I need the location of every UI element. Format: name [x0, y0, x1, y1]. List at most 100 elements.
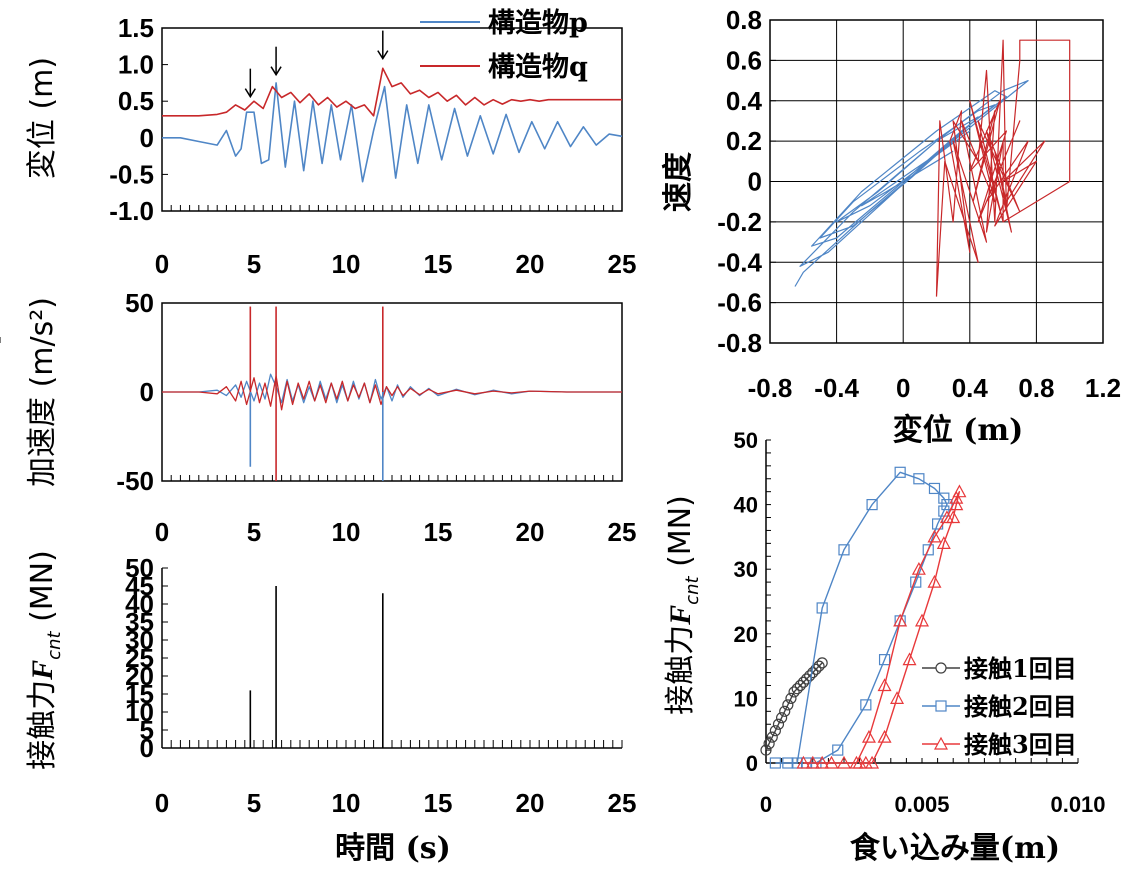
y-tick-label: -0.2 — [717, 207, 762, 237]
x-tick-label: 5 — [247, 788, 261, 818]
chart-force-penetration: 接触力Fcnt (MN) 0 0.005 0.010 50 40 30 20 10 0 接触1回… — [663, 428, 1106, 866]
x-tick-label: 0.8 — [1018, 373, 1054, 403]
marker-triangle — [946, 510, 961, 524]
marker-triangle — [893, 613, 908, 627]
marker-triangle — [836, 755, 852, 769]
marker-circle — [766, 731, 778, 743]
marker-triangle — [949, 497, 964, 511]
series-line-triangle — [803, 491, 961, 764]
marker-circle — [769, 725, 781, 737]
y-tick-label: 25 — [125, 643, 154, 673]
y-tick-label: 10 — [125, 697, 154, 727]
marker-square — [894, 466, 906, 478]
series-line-q — [162, 67, 622, 117]
y-tick-label: 0 — [140, 123, 154, 153]
y-tick-label: 1.0 — [118, 50, 154, 80]
marker-triangle — [796, 755, 811, 769]
y-tick-label: 20 — [125, 661, 154, 691]
arrow-head — [244, 88, 256, 99]
series-line-p — [162, 373, 622, 404]
y-tick-label: -0.6 — [717, 288, 762, 318]
marker-triangle — [949, 490, 964, 504]
legend-marker — [935, 662, 947, 674]
marker-square — [838, 544, 850, 556]
y-tick-label: 40 — [125, 589, 154, 619]
marker-square — [866, 499, 878, 511]
marker-triangle — [890, 691, 905, 704]
y-tick-label: 0 — [748, 167, 762, 197]
x-tick-label: 20 — [516, 517, 545, 547]
x-tick-label: 0 — [155, 517, 169, 547]
y-tick-label: 45 — [125, 571, 154, 601]
hysteresis-p — [794, 79, 1029, 287]
legend-label-p: 構造物p — [488, 8, 588, 39]
chart-displacement-time: 変位 (m) 0 5 10 15 20 25 1.5 1.0 0.5 0 -0.5 -1.0 構造物p… — [25, 8, 636, 279]
y-tick-label: 0.5 — [118, 86, 154, 116]
y-tick-label: 30 — [125, 625, 154, 655]
arrow-head — [377, 50, 389, 61]
marker-triangle — [911, 561, 926, 575]
marker-square — [941, 499, 953, 511]
marker-circle — [782, 699, 794, 711]
x-tick-label: 1.2 — [1085, 373, 1121, 403]
series-line-p — [162, 82, 623, 183]
x-axis-label-penetration: 食い込み量(m) — [850, 831, 1060, 866]
y-tick-label: 0.8 — [726, 5, 762, 35]
hysteresis-q — [935, 39, 1071, 297]
y-tick-label: 0 — [140, 733, 154, 763]
y-axis-label-acceleration: 加速度 (m/s²) — [25, 297, 60, 487]
y-tick-label: 0 — [746, 751, 758, 776]
y-tick-label: 10 — [734, 686, 758, 711]
x-tick-label: 0 — [760, 792, 772, 817]
y-tick-label: -50 — [116, 466, 154, 496]
legend-structures: 構造物p 構造物q — [420, 8, 588, 83]
x-tick-label: -0.8 — [748, 373, 793, 403]
legend-label: 接触3回目 — [964, 730, 1077, 759]
x-tick-label: 10 — [332, 249, 361, 279]
y-tick-label: 35 — [125, 607, 154, 637]
marker-square — [816, 602, 828, 614]
x-tick-label: 0 — [155, 249, 169, 279]
y-tick-label: 15 — [125, 679, 154, 709]
x-tick-label: 0.4 — [952, 373, 989, 403]
y-tick-label: 5 — [140, 715, 154, 745]
marker-square — [782, 757, 794, 769]
x-tick-label: 15 — [424, 249, 453, 279]
annotation-arrows — [244, 30, 389, 99]
marker-triangle — [815, 755, 830, 769]
series-line-square — [775, 471, 948, 764]
y-tick-label: -0.5 — [109, 159, 154, 189]
y-axis-label-contact-force-2: 接触力Fcnt (MN) — [663, 495, 703, 715]
y-tick-label: 20 — [734, 622, 758, 647]
x-tick-label: 0 — [896, 373, 910, 403]
marker-circle — [788, 686, 800, 698]
x-tick-label: 10 — [332, 517, 361, 547]
legend-marker — [933, 736, 949, 750]
marker-square — [769, 757, 781, 769]
marker-circle — [797, 676, 810, 688]
y-tick-label: 30 — [734, 557, 758, 582]
chart-velocity-displacement: 速度 -0.8 -0.4 0 0.4 0.8 1.2 0.8 0.6 0.4 0.2 0 -0.2 -0… — [0, 5, 1121, 448]
y-tick-label: -0.4 — [717, 247, 762, 277]
marker-circle — [794, 679, 806, 692]
x-tick-label: 25 — [608, 517, 637, 547]
series-line-q — [162, 375, 622, 411]
marker-circle — [772, 718, 785, 730]
marker-circle — [816, 657, 828, 669]
y-tick-label: 0 — [140, 377, 154, 407]
marker-circle — [800, 673, 813, 685]
marker-triangle — [877, 678, 892, 692]
x-tick-label: 15 — [424, 788, 453, 818]
marker-square — [922, 544, 934, 556]
x-tick-label: 5 — [247, 249, 261, 279]
x-tick-label: 20 — [516, 788, 545, 818]
x-tick-label: -0.4 — [814, 373, 859, 403]
marker-triangle — [824, 755, 839, 769]
marker-triangle — [877, 729, 892, 743]
marker-square — [832, 744, 844, 756]
marker-circle — [804, 670, 816, 682]
x-tick-label: 25 — [608, 788, 637, 818]
